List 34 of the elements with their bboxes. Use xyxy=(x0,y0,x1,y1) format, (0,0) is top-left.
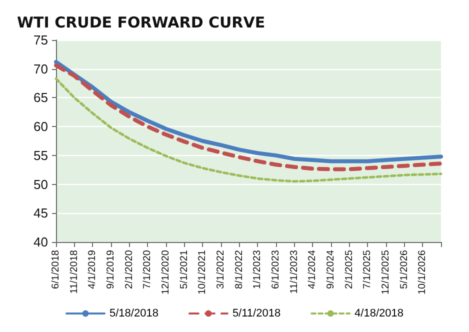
x-tick-label: 1/1/2023 xyxy=(252,250,264,289)
x-tick-label: 5/1/2026 xyxy=(398,250,410,289)
y-tick-label: 75 xyxy=(34,32,48,48)
x-tick-label: 12/1/2025 xyxy=(380,250,392,294)
x-tick-label: 10/1/2026 xyxy=(417,250,428,294)
x-tick-label: 5/1/2021 xyxy=(178,250,190,289)
x-tick-label: 9/1/2024 xyxy=(326,250,336,289)
x-tick-label: 3/1/2022 xyxy=(216,250,226,289)
y-tick-label: 70 xyxy=(34,61,48,76)
x-tick-label: 9/1/2019 xyxy=(106,250,116,289)
x-tick-label: 12/1/2020 xyxy=(160,250,172,294)
x-tick-label: 8/1/2022 xyxy=(234,250,245,289)
y-tick-label: 65 xyxy=(34,90,48,106)
x-tick-label: 11/1/2023 xyxy=(288,250,300,294)
x-tick-label: 2/1/2025 xyxy=(344,250,355,289)
legend-label: 5/18/2018 xyxy=(110,308,158,320)
legend-label: 5/11/2018 xyxy=(232,308,281,320)
x-tick-label: 7/1/2020 xyxy=(142,250,154,289)
x-tick-label: 4/1/2019 xyxy=(87,250,98,289)
y-tick-label: 40 xyxy=(34,234,48,250)
x-tick-label: 11/1/2018 xyxy=(68,250,80,294)
chart-title: WTI CRUDE FORWARD CURVE xyxy=(17,14,266,32)
legend-label: 4/18/2018 xyxy=(354,308,404,320)
y-tick-label: 60 xyxy=(34,119,48,134)
x-tick-label: 6/1/2018 xyxy=(50,250,62,289)
x-tick-label: 6/1/2023 xyxy=(270,250,282,289)
x-tick-label: 2/1/2020 xyxy=(124,250,135,289)
x-tick-label: 7/1/2025 xyxy=(362,250,374,289)
x-tick-label: 10/1/2021 xyxy=(197,250,208,294)
y-tick-label: 50 xyxy=(34,176,48,192)
y-tick-label: 45 xyxy=(34,206,48,221)
line-series xyxy=(54,77,442,183)
y-tick-label: 55 xyxy=(34,148,48,163)
x-tick-label: 4/1/2024 xyxy=(307,250,318,289)
